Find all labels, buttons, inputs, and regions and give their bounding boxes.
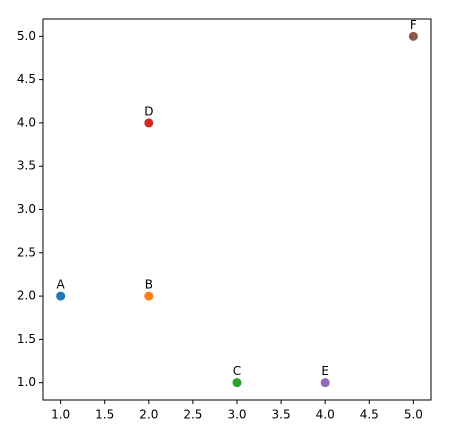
- x-tick-label: 2.5: [183, 408, 202, 422]
- y-tick-label: 2.5: [17, 245, 36, 259]
- point: [56, 291, 66, 301]
- point: [320, 378, 330, 388]
- point-label: B: [145, 278, 153, 292]
- x-tick-label: 4.0: [316, 408, 335, 422]
- point: [408, 31, 418, 41]
- plot-frame: [42, 18, 432, 401]
- x-tick-label: 5.0: [404, 408, 423, 422]
- point-label: C: [233, 364, 241, 378]
- y-tick-label: 4.0: [17, 115, 36, 129]
- y-tick-label: 3.0: [17, 202, 36, 216]
- point-label: E: [321, 364, 329, 378]
- point: [144, 291, 154, 301]
- point-label: A: [57, 278, 66, 292]
- x-tick-label: 1.5: [95, 408, 114, 422]
- y-tick-label: 2.0: [17, 289, 36, 303]
- y-tick-label: 3.5: [17, 159, 36, 173]
- x-tick-label: 4.5: [360, 408, 379, 422]
- y-tick-label: 1.5: [17, 332, 36, 346]
- x-tick-label: 3.0: [227, 408, 246, 422]
- y-tick-label: 1.0: [17, 375, 36, 389]
- point-label: F: [410, 18, 417, 32]
- y-tick-label: 4.5: [17, 72, 36, 86]
- point-label: D: [144, 104, 153, 118]
- point: [144, 118, 154, 128]
- x-tick-label: 1.0: [51, 408, 70, 422]
- y-tick-label: 5.0: [17, 29, 36, 43]
- point: [232, 378, 242, 388]
- x-tick-label: 2.0: [139, 408, 158, 422]
- x-tick-label: 3.5: [272, 408, 291, 422]
